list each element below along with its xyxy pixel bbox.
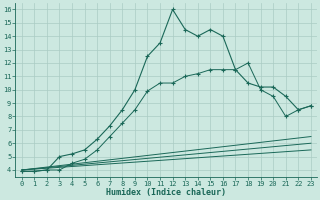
X-axis label: Humidex (Indice chaleur): Humidex (Indice chaleur): [106, 188, 226, 197]
